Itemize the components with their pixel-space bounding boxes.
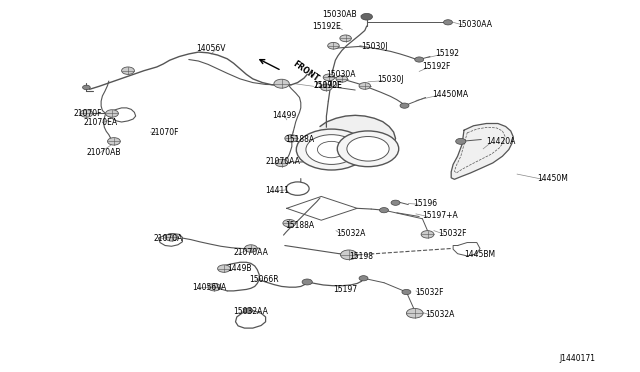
Text: 21070F: 21070F (150, 128, 179, 137)
Circle shape (391, 200, 400, 205)
Circle shape (286, 182, 309, 195)
Text: 14411: 14411 (266, 186, 289, 195)
Circle shape (337, 131, 399, 167)
Text: 14056V: 14056V (196, 44, 226, 53)
Circle shape (122, 67, 134, 74)
Circle shape (208, 283, 221, 291)
Circle shape (321, 84, 332, 91)
Text: 15188A: 15188A (285, 135, 314, 144)
Circle shape (244, 245, 257, 252)
Text: 21070EA: 21070EA (83, 118, 117, 127)
Text: 15197: 15197 (333, 285, 357, 294)
Text: 1449B: 1449B (227, 264, 252, 273)
Circle shape (340, 250, 357, 260)
Circle shape (380, 208, 388, 213)
Text: 14056VA: 14056VA (192, 283, 227, 292)
Text: 15197+A: 15197+A (422, 211, 458, 220)
Circle shape (80, 110, 93, 117)
Polygon shape (451, 124, 513, 179)
Circle shape (361, 13, 372, 20)
Circle shape (328, 42, 339, 49)
Text: 15192F: 15192F (314, 81, 342, 90)
Text: 21070AA: 21070AA (234, 248, 268, 257)
Circle shape (274, 79, 289, 88)
Text: 21070E: 21070E (314, 81, 342, 90)
Text: 15032A: 15032A (336, 229, 365, 238)
Text: 21070AA: 21070AA (266, 157, 300, 166)
Text: 15066R: 15066R (250, 275, 279, 284)
Circle shape (317, 141, 346, 158)
Text: 15030J: 15030J (362, 42, 388, 51)
Circle shape (244, 308, 253, 313)
Circle shape (359, 276, 368, 281)
Polygon shape (316, 115, 396, 166)
Circle shape (285, 135, 298, 142)
Text: 15198: 15198 (349, 252, 372, 261)
Text: 1445BM: 1445BM (464, 250, 495, 259)
Text: 21070AB: 21070AB (86, 148, 121, 157)
Circle shape (218, 265, 230, 272)
Text: 21070F: 21070F (74, 109, 102, 118)
Circle shape (456, 138, 466, 144)
Text: 15030A: 15030A (326, 70, 356, 79)
Text: 15192F: 15192F (422, 62, 451, 71)
Text: 14450MA: 14450MA (432, 90, 468, 99)
Circle shape (402, 289, 411, 295)
Circle shape (306, 135, 357, 164)
Text: 15030AA: 15030AA (458, 20, 493, 29)
Text: 15192: 15192 (435, 49, 460, 58)
Circle shape (421, 231, 434, 238)
Circle shape (275, 159, 288, 167)
Circle shape (347, 137, 389, 161)
Circle shape (283, 219, 296, 227)
Circle shape (323, 74, 335, 81)
Circle shape (415, 57, 424, 62)
Text: 15188A: 15188A (285, 221, 314, 230)
Text: 15192E: 15192E (312, 22, 340, 31)
Text: 15030AB: 15030AB (322, 10, 356, 19)
Text: 15032A: 15032A (426, 310, 455, 319)
Text: 15032F: 15032F (415, 288, 444, 297)
Text: 15030J: 15030J (378, 76, 404, 84)
Text: FRONT: FRONT (291, 59, 321, 84)
Circle shape (165, 234, 178, 241)
Circle shape (336, 76, 348, 82)
Text: 21070A: 21070A (154, 234, 183, 243)
Circle shape (296, 129, 367, 170)
Text: 15032AA: 15032AA (234, 307, 268, 316)
Polygon shape (453, 243, 480, 256)
Circle shape (406, 308, 423, 318)
Circle shape (106, 110, 118, 117)
Circle shape (340, 35, 351, 42)
Circle shape (108, 138, 120, 145)
Circle shape (83, 85, 90, 90)
Text: 15196: 15196 (413, 199, 437, 208)
Circle shape (359, 83, 371, 89)
Text: 15032F: 15032F (438, 229, 467, 238)
Text: 14450M: 14450M (538, 174, 568, 183)
Circle shape (302, 279, 312, 285)
Text: 14499: 14499 (273, 111, 297, 120)
Text: 14420A: 14420A (486, 137, 516, 146)
Text: J1440171: J1440171 (559, 355, 595, 363)
Circle shape (444, 20, 452, 25)
Circle shape (400, 103, 409, 108)
